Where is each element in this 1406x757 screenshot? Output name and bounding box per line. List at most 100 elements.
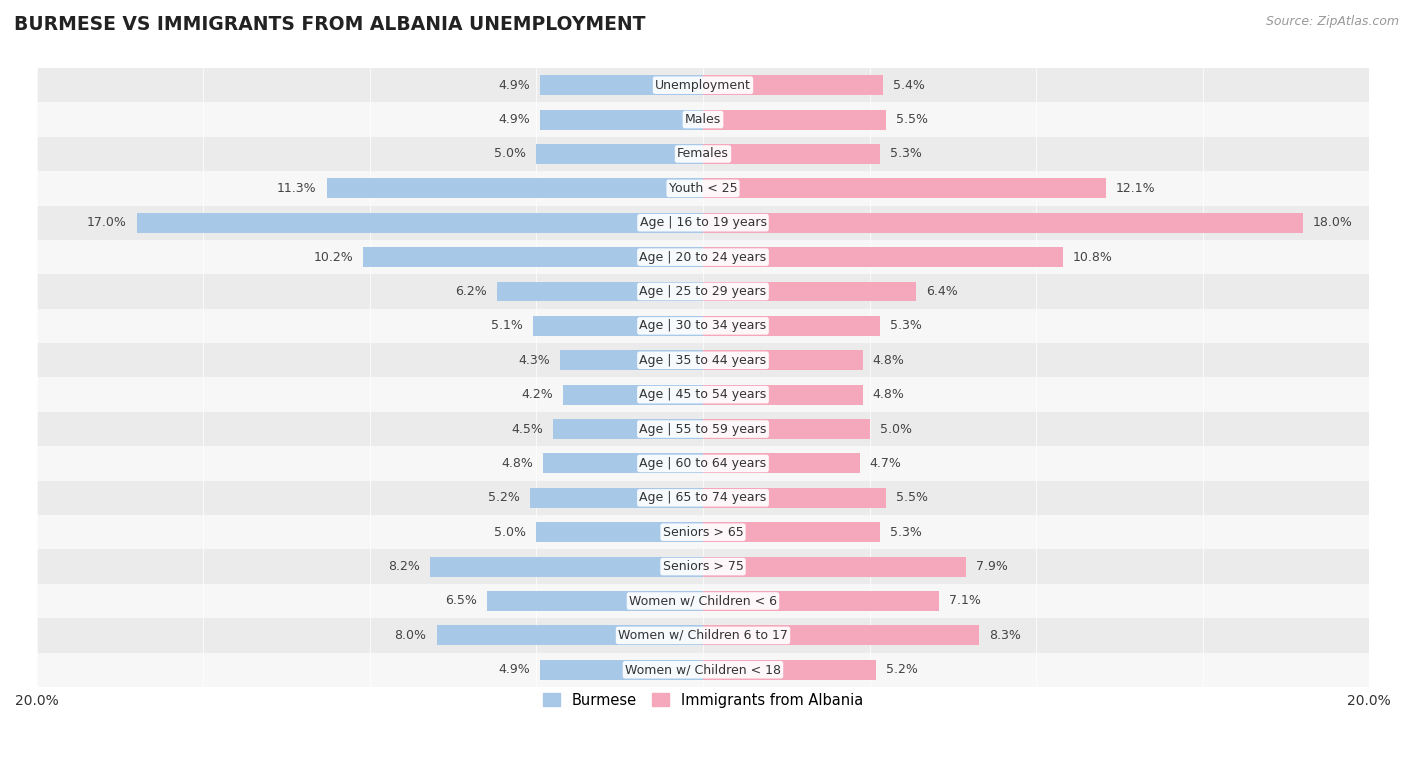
Bar xyxy=(436,625,703,646)
Bar xyxy=(703,453,859,473)
Bar xyxy=(703,213,1302,232)
Text: 4.9%: 4.9% xyxy=(498,113,530,126)
Bar xyxy=(37,515,1369,550)
Text: 18.0%: 18.0% xyxy=(1313,217,1353,229)
Text: 6.4%: 6.4% xyxy=(927,285,957,298)
Text: 4.5%: 4.5% xyxy=(512,422,543,435)
Bar xyxy=(530,488,703,508)
Bar xyxy=(703,282,917,301)
Bar xyxy=(37,171,1369,206)
Bar xyxy=(703,247,1063,267)
Text: Unemployment: Unemployment xyxy=(655,79,751,92)
Text: 10.8%: 10.8% xyxy=(1073,251,1112,263)
Text: 5.2%: 5.2% xyxy=(488,491,520,504)
Bar xyxy=(533,316,703,336)
Bar xyxy=(553,419,703,439)
Bar xyxy=(496,282,703,301)
Bar xyxy=(703,75,883,95)
Bar xyxy=(703,625,980,646)
Text: 4.8%: 4.8% xyxy=(873,354,904,367)
Text: Women w/ Children < 18: Women w/ Children < 18 xyxy=(626,663,780,676)
Bar xyxy=(703,591,939,611)
Bar xyxy=(703,488,886,508)
Bar xyxy=(537,522,703,542)
Text: Age | 35 to 44 years: Age | 35 to 44 years xyxy=(640,354,766,367)
Text: 7.1%: 7.1% xyxy=(949,594,981,607)
Text: Seniors > 75: Seniors > 75 xyxy=(662,560,744,573)
Bar xyxy=(37,412,1369,446)
Bar xyxy=(540,75,703,95)
Text: Age | 30 to 34 years: Age | 30 to 34 years xyxy=(640,319,766,332)
Text: 5.0%: 5.0% xyxy=(880,422,911,435)
Bar xyxy=(543,453,703,473)
Text: 8.0%: 8.0% xyxy=(395,629,426,642)
Text: 10.2%: 10.2% xyxy=(314,251,353,263)
Text: 5.5%: 5.5% xyxy=(896,113,928,126)
Text: Age | 25 to 29 years: Age | 25 to 29 years xyxy=(640,285,766,298)
Text: 11.3%: 11.3% xyxy=(277,182,316,195)
Bar xyxy=(37,446,1369,481)
Text: 6.5%: 6.5% xyxy=(444,594,477,607)
Bar xyxy=(537,144,703,164)
Text: 8.2%: 8.2% xyxy=(388,560,420,573)
Text: Age | 55 to 59 years: Age | 55 to 59 years xyxy=(640,422,766,435)
Bar xyxy=(37,481,1369,515)
Bar xyxy=(564,385,703,405)
Text: Females: Females xyxy=(678,148,728,160)
Text: 5.1%: 5.1% xyxy=(491,319,523,332)
Bar xyxy=(37,240,1369,274)
Text: 5.5%: 5.5% xyxy=(896,491,928,504)
Bar xyxy=(37,68,1369,102)
Text: 5.3%: 5.3% xyxy=(890,148,921,160)
Text: Age | 20 to 24 years: Age | 20 to 24 years xyxy=(640,251,766,263)
Text: 5.0%: 5.0% xyxy=(495,525,526,539)
Text: Women w/ Children 6 to 17: Women w/ Children 6 to 17 xyxy=(619,629,787,642)
Bar xyxy=(703,522,880,542)
Legend: Burmese, Immigrants from Albania: Burmese, Immigrants from Albania xyxy=(537,687,869,714)
Text: Males: Males xyxy=(685,113,721,126)
Text: 8.3%: 8.3% xyxy=(990,629,1021,642)
Text: Age | 16 to 19 years: Age | 16 to 19 years xyxy=(640,217,766,229)
Text: Women w/ Children < 6: Women w/ Children < 6 xyxy=(628,594,778,607)
Bar xyxy=(703,660,876,680)
Text: 5.4%: 5.4% xyxy=(893,79,925,92)
Bar xyxy=(37,102,1369,137)
Text: Seniors > 65: Seniors > 65 xyxy=(662,525,744,539)
Bar xyxy=(540,660,703,680)
Text: 4.9%: 4.9% xyxy=(498,663,530,676)
Text: 5.3%: 5.3% xyxy=(890,319,921,332)
Text: 4.7%: 4.7% xyxy=(869,457,901,470)
Bar xyxy=(560,350,703,370)
Bar xyxy=(540,110,703,129)
Bar xyxy=(37,550,1369,584)
Bar xyxy=(430,556,703,577)
Text: Age | 45 to 54 years: Age | 45 to 54 years xyxy=(640,388,766,401)
Bar xyxy=(703,385,863,405)
Bar xyxy=(37,206,1369,240)
Text: 6.2%: 6.2% xyxy=(454,285,486,298)
Bar xyxy=(37,653,1369,687)
Text: 5.0%: 5.0% xyxy=(495,148,526,160)
Bar xyxy=(37,274,1369,309)
Bar xyxy=(136,213,703,232)
Text: 5.2%: 5.2% xyxy=(886,663,918,676)
Text: 7.9%: 7.9% xyxy=(976,560,1008,573)
Text: 4.9%: 4.9% xyxy=(498,79,530,92)
Text: 5.3%: 5.3% xyxy=(890,525,921,539)
Text: BURMESE VS IMMIGRANTS FROM ALBANIA UNEMPLOYMENT: BURMESE VS IMMIGRANTS FROM ALBANIA UNEMP… xyxy=(14,15,645,34)
Bar xyxy=(703,179,1107,198)
Bar xyxy=(703,144,880,164)
Bar xyxy=(326,179,703,198)
Text: 17.0%: 17.0% xyxy=(87,217,127,229)
Bar xyxy=(37,378,1369,412)
Bar xyxy=(37,618,1369,653)
Bar xyxy=(703,316,880,336)
Bar xyxy=(363,247,703,267)
Bar xyxy=(703,350,863,370)
Bar xyxy=(486,591,703,611)
Text: 4.8%: 4.8% xyxy=(873,388,904,401)
Bar xyxy=(703,419,869,439)
Bar xyxy=(703,110,886,129)
Text: 4.3%: 4.3% xyxy=(517,354,550,367)
Text: Source: ZipAtlas.com: Source: ZipAtlas.com xyxy=(1265,15,1399,28)
